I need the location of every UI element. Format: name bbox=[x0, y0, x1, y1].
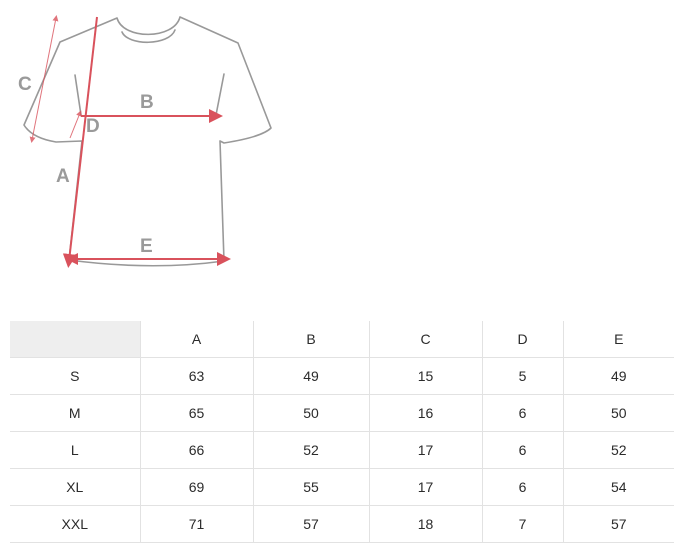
svg-text:A: A bbox=[56, 166, 70, 187]
svg-text:B: B bbox=[140, 92, 154, 113]
svg-text:D: D bbox=[86, 116, 100, 137]
svg-text:C: C bbox=[18, 74, 32, 95]
svg-text:E: E bbox=[140, 236, 153, 257]
